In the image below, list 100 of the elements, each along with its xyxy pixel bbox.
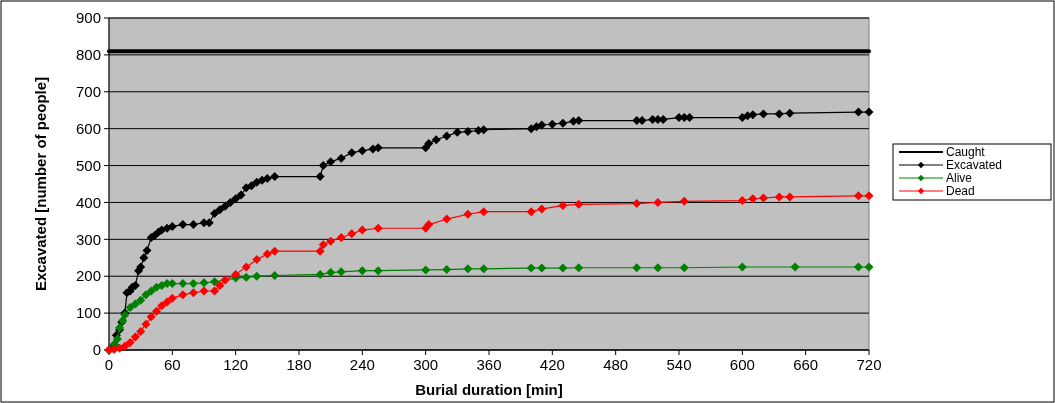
- x-tick-label: 240: [349, 356, 375, 373]
- x-tick-label: 480: [603, 356, 629, 373]
- point: [112, 334, 122, 344]
- point: [463, 209, 473, 219]
- x-tick-label: 360: [476, 356, 502, 373]
- x-tick-label: 420: [539, 356, 565, 373]
- point: [199, 278, 209, 288]
- y-axis-title: Excavated [number of people]: [32, 76, 49, 292]
- x-tick-label: 300: [413, 356, 439, 373]
- point: [252, 255, 262, 265]
- point: [679, 196, 689, 206]
- y-tick-label: 800: [75, 46, 101, 64]
- point: [270, 270, 280, 280]
- point: [130, 332, 140, 342]
- point: [326, 268, 336, 278]
- y-tick-label: 100: [75, 304, 101, 322]
- point: [152, 306, 161, 316]
- point: [574, 199, 584, 209]
- point: [442, 214, 452, 224]
- point: [252, 271, 262, 281]
- point: [120, 341, 130, 351]
- point: [790, 262, 800, 272]
- point: [864, 191, 874, 201]
- point: [136, 327, 146, 337]
- point: [270, 246, 280, 256]
- point: [357, 266, 367, 276]
- point: [373, 266, 383, 276]
- point: [336, 267, 346, 277]
- point: [737, 196, 747, 206]
- point: [241, 262, 251, 272]
- point: [442, 265, 452, 275]
- point: [326, 236, 336, 246]
- x-tick-label: 660: [793, 356, 819, 373]
- point: [373, 223, 383, 233]
- x-tick-label: 0: [104, 356, 114, 373]
- point: [157, 301, 167, 311]
- point: [136, 295, 146, 305]
- point: [210, 277, 220, 287]
- x-tick-label: 600: [729, 356, 755, 373]
- point: [526, 207, 536, 217]
- point: [262, 249, 272, 259]
- point: [146, 312, 156, 322]
- point: [220, 275, 230, 285]
- legend-label: Dead: [946, 184, 975, 199]
- point: [758, 193, 768, 203]
- point: [167, 293, 177, 303]
- point: [130, 299, 140, 309]
- point: [748, 194, 758, 204]
- point: [347, 229, 357, 239]
- point: [679, 263, 689, 273]
- point: [215, 280, 225, 290]
- point: [421, 265, 431, 275]
- y-tick-label: 500: [75, 156, 101, 174]
- point: [162, 297, 172, 307]
- point: [526, 263, 536, 273]
- point: [632, 199, 642, 209]
- point: [653, 263, 663, 273]
- point: [231, 269, 241, 279]
- point: [774, 192, 784, 202]
- point: [241, 272, 251, 282]
- point: [188, 279, 198, 289]
- point: [336, 232, 346, 242]
- y-tick-label: 300: [75, 230, 101, 248]
- legend-label: Excavated: [946, 158, 1003, 173]
- point: [178, 290, 188, 300]
- y-tick-label: 700: [75, 83, 101, 101]
- point: [463, 264, 473, 274]
- point: [574, 263, 584, 273]
- point: [357, 225, 367, 235]
- point: [315, 269, 325, 279]
- point: [479, 264, 489, 274]
- y-tick-label: 900: [75, 9, 101, 27]
- point: [199, 286, 209, 296]
- point: [558, 200, 568, 210]
- point: [125, 303, 135, 313]
- point: [479, 207, 489, 217]
- point: [178, 279, 188, 289]
- x-tick-label: 720: [856, 356, 882, 373]
- point: [318, 240, 328, 250]
- point: [125, 338, 135, 348]
- x-tick-label: 180: [286, 356, 312, 373]
- y-tick-label: 600: [75, 119, 101, 137]
- point: [864, 262, 874, 272]
- point: [632, 263, 642, 273]
- point: [737, 262, 747, 272]
- point: [537, 204, 547, 214]
- point: [558, 263, 568, 273]
- legend-label: Caught: [946, 145, 986, 160]
- point: [315, 246, 325, 256]
- point: [853, 262, 863, 272]
- x-tick-label: 540: [666, 356, 692, 373]
- point: [141, 319, 151, 329]
- x-tick-label: 120: [223, 356, 249, 373]
- y-tick-label: 0: [92, 341, 101, 359]
- point: [146, 286, 156, 296]
- point: [853, 191, 863, 201]
- point: [537, 263, 547, 273]
- point: [141, 290, 151, 300]
- point: [653, 197, 663, 207]
- x-axis-title: Burial duration [min]: [415, 381, 563, 398]
